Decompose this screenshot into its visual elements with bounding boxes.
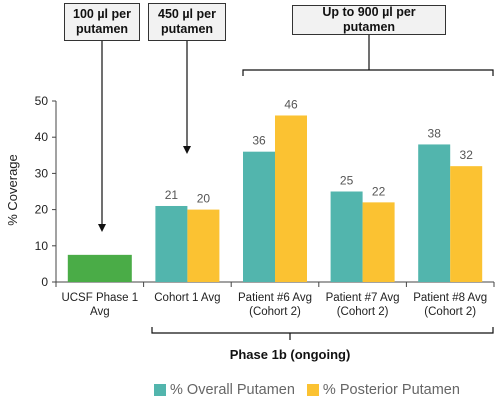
bar-posterior: [362, 202, 395, 282]
legend-label-overall: % Overall Putamen: [170, 382, 295, 398]
data-label: 20: [197, 192, 211, 206]
bracket-900ul: [242, 35, 494, 76]
category-labels: UCSF Phase 1 Avg Cohort 1 Avg Patient #6 Av…: [61, 292, 487, 318]
bar-overall: [155, 205, 188, 282]
y-tick-label: 40: [35, 130, 49, 144]
category-label: Cohort 1 Avg: [154, 292, 220, 304]
annotation-lines: [98, 35, 494, 340]
category-label: (Cohort 2): [249, 306, 301, 318]
data-label: 21: [165, 188, 179, 202]
bracket-phase1b: [151, 327, 494, 340]
y-tick-label: 50: [35, 94, 49, 108]
bar-posterior: [187, 209, 220, 282]
y-tick-label: 20: [35, 203, 49, 217]
bar-overall: [418, 144, 451, 282]
data-labels: 21 36 25 38 20 46 22 32: [165, 97, 473, 205]
bar-overall: [243, 151, 275, 282]
data-label: 46: [284, 97, 298, 111]
data-label: 25: [340, 174, 354, 188]
phase-label: Phase 1b (ongoing): [229, 347, 351, 362]
bars: [67, 115, 483, 282]
bar-overall: [330, 191, 363, 282]
category-label: Patient #7 Avg: [326, 292, 400, 304]
category-label: Avg: [90, 306, 110, 318]
y-axis-label: % Coverage: [5, 154, 20, 226]
legend-swatch-posterior: [306, 384, 319, 396]
data-label: 38: [428, 126, 442, 140]
bar-posterior: [450, 166, 483, 282]
data-label: 22: [372, 184, 386, 198]
callout-450ul: 450 µl per putamen: [148, 3, 226, 41]
legend-item-overall: % Overall Putamen: [154, 382, 295, 398]
legend-swatch-overall: [154, 384, 166, 396]
y-tick-label: 10: [35, 239, 49, 253]
callout-900ul: Up to 900 µl per putamen: [292, 5, 446, 35]
category-label: (Cohort 2): [337, 306, 389, 318]
legend: % Overall Putamen % Posterior Putamen: [154, 381, 472, 399]
legend-label-posterior: % Posterior Putamen: [322, 382, 460, 398]
y-tick-label: 0: [41, 275, 48, 289]
y-tick-label: 30: [35, 166, 49, 180]
bar-posterior: [275, 115, 307, 282]
category-label: (Cohort 2): [424, 306, 476, 318]
category-label: Patient #6 Avg: [238, 292, 312, 304]
callout-100ul: 100 µl per putamen: [64, 3, 140, 41]
bar-ucsf-phase1: [67, 254, 132, 282]
legend-item-posterior: % Posterior Putamen: [306, 382, 460, 398]
data-label: 32: [460, 148, 474, 162]
category-label: UCSF Phase 1: [61, 292, 138, 304]
data-label: 36: [252, 134, 266, 148]
category-label: Patient #8 Avg: [413, 292, 487, 304]
